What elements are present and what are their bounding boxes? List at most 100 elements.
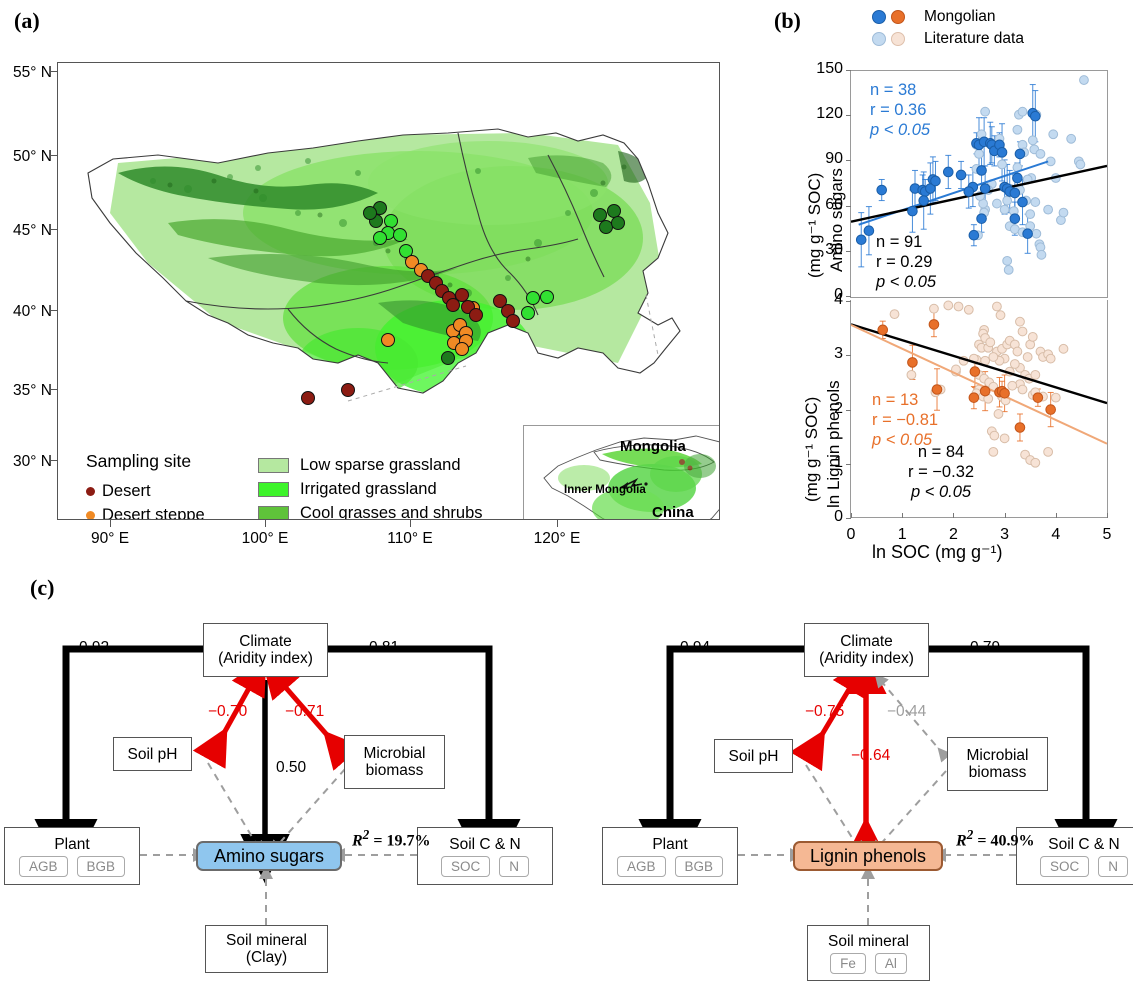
amino-mongolian-n: n = 38 [870, 81, 917, 99]
node-climate-line1: Climate [840, 633, 893, 650]
node-climate[interactable]: Climate (Aridity index) [203, 623, 328, 677]
lat-label-40: 40° N [13, 303, 52, 320]
lignin-mongolian-r: r = −0.81 [872, 411, 939, 429]
node-soil-c-n[interactable]: Soil C & N SOC N [1016, 827, 1133, 885]
node-microbial-biomass[interactable]: Microbial biomass [947, 737, 1048, 791]
node-plant-sub-bgb[interactable]: BGB [76, 855, 126, 877]
chart-amino-sugars[interactable] [850, 70, 1108, 298]
edge-label-climate-response: 0.50 [276, 759, 307, 776]
lon-tick-110 [410, 520, 412, 527]
node-climate[interactable]: Climate (Aridity index) [804, 623, 929, 677]
node-response-lignin-phenols[interactable]: Lignin phenols [793, 841, 943, 871]
lon-tick-100 [265, 520, 267, 527]
x-tick-label-0: 0 [846, 526, 856, 543]
edge-label-soilph-climate: −0.70 [208, 703, 248, 720]
y-tick-label-90: 90 [825, 150, 843, 168]
y-tick-label-120: 120 [816, 105, 843, 123]
node-soil-mineral[interactable]: Soil mineral Fe Al [807, 925, 930, 981]
panel-b-letter: (b) [774, 8, 801, 33]
r2-label-lignin-phenols: R2 = 40.9% [956, 827, 1034, 850]
node-soil-c-n-sub-n[interactable]: N [499, 855, 529, 877]
node-soil-mineral-sub-fe[interactable]: Fe [830, 952, 866, 974]
legend-label-desert: Desert [102, 481, 151, 500]
node-plant-sub-bgb[interactable]: BGB [674, 855, 724, 877]
node-plant-sub-agb[interactable]: AGB [616, 855, 666, 877]
r2-prefix-right: R [956, 832, 967, 850]
lat-tick-40 [50, 310, 57, 312]
edge-label-climate-plant: 0.92 [79, 639, 110, 656]
y-tick-label-0: 0 [834, 286, 843, 303]
x-axis-title: ln SOC (mg g⁻¹) [872, 542, 1003, 562]
sampling-sites [301, 201, 625, 405]
node-plant-sub-agb[interactable]: AGB [18, 855, 68, 877]
legend-swatch-cool-grasses [258, 505, 289, 519]
y-tick-90 [846, 160, 851, 162]
legend-dot-desert [86, 486, 95, 496]
chart-lignin-phenols[interactable] [850, 300, 1108, 518]
inset-label-mongolia: Mongolia [620, 438, 686, 455]
y-tick-0 [846, 296, 851, 297]
node-microbial-line2: biomass [968, 764, 1027, 781]
inset-connector [347, 294, 659, 402]
node-microbial-biomass[interactable]: Microbial biomass [344, 735, 445, 789]
legend-swatch-irrigated [258, 481, 289, 497]
legend-sampling-site: Sampling site Desert Desert steppe Typic… [86, 451, 256, 519]
node-soil-c-n-sub-soc[interactable]: SOC [1039, 855, 1090, 877]
lignin-mongolian-n: n = 13 [872, 391, 919, 409]
amino-all-n: n = 91 [876, 233, 923, 251]
amino-all-p: p < 0.05 [876, 273, 937, 291]
edge-label-climate-plant: 0.94 [680, 639, 711, 656]
amino-all-stats: n = 91 r = 0.29 p < 0.05 [876, 232, 936, 292]
x-tick-label-2: 2 [948, 526, 958, 543]
panel-a-letter: (a) [14, 8, 40, 33]
node-plant[interactable]: Plant AGB BGB [4, 827, 140, 885]
amino-mongolian-p: p < 0.05 [870, 121, 931, 139]
node-climate-line2: (Aridity index) [819, 650, 914, 667]
inset-map[interactable]: Mongolia Inner Mongolia China [523, 425, 719, 519]
node-microbial-line2: biomass [365, 762, 424, 779]
legend-swatch-low-sparse [258, 457, 289, 473]
node-soil-c-n-sub-soc[interactable]: SOC [440, 855, 491, 877]
legend-item-desert-steppe: Desert steppe [86, 503, 256, 519]
x-tick-1 [902, 513, 904, 518]
node-microbial-line1: Microbial [363, 745, 426, 762]
node-soil-mineral-sub-al[interactable]: Al [874, 952, 907, 974]
node-soil-mineral-line1: Soil mineral [828, 932, 909, 950]
node-response-amino-sugars-label: Amino sugars [213, 845, 325, 866]
node-soil-mineral[interactable]: Soil mineral (Clay) [205, 925, 328, 973]
node-climate-line1: Climate [239, 633, 292, 650]
legend-dot-desert-steppe [86, 510, 95, 519]
node-soil-mineral-line2: (Clay) [245, 949, 288, 966]
node-soil-ph[interactable]: Soil pH [113, 737, 192, 771]
node-plant[interactable]: Plant AGB BGB [602, 827, 738, 885]
sem-model-amino-sugars: Climate (Aridity index) Soil pH Microbia… [0, 575, 566, 973]
x-tick-label-1: 1 [897, 526, 907, 543]
y-tick-label-3: 3 [834, 345, 843, 363]
administrative-borders [87, 128, 681, 394]
y-tick-3 [846, 355, 851, 357]
node-soil-ph[interactable]: Soil pH [714, 739, 793, 773]
node-soil-ph-label: Soil pH [728, 747, 779, 765]
amino-mongolian-stats: n = 38 r = 0.36 p < 0.05 [870, 80, 930, 140]
edge-label-climate-response: −0.64 [851, 747, 891, 764]
lon-tick-90 [110, 520, 112, 527]
node-response-amino-sugars[interactable]: Amino sugars [196, 841, 342, 871]
lat-tick-50 [50, 155, 57, 157]
legend-row-literature: Literature data [872, 28, 1024, 50]
node-soil-c-n-label: Soil C & N [449, 835, 521, 853]
x-tick-label-5: 5 [1102, 526, 1112, 543]
map-canvas[interactable]: N Sampling site Desert Desert steppe T [57, 62, 720, 520]
lat-tick-45 [50, 229, 57, 231]
node-soil-c-n[interactable]: Soil C & N SOC N [417, 827, 553, 885]
lat-tick-35 [50, 389, 57, 391]
y-tick-4 [846, 301, 851, 302]
y-tick-1 [846, 463, 851, 465]
r2-value-right: = 40.9% [973, 832, 1035, 850]
node-soil-c-n-sub-n[interactable]: N [1098, 855, 1128, 877]
x-tick-label-3: 3 [1000, 526, 1010, 543]
lignin-all-stats: n = 84 r = −0.32 p < 0.05 [908, 442, 974, 502]
legend-sampling-site-title: Sampling site [86, 451, 192, 471]
x-tick-3 [1004, 513, 1006, 518]
y-tick-label-60: 60 [825, 195, 843, 213]
lon-label-100: 100° E [241, 530, 289, 547]
